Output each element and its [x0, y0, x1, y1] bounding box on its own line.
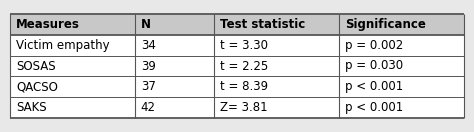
Text: SOSAS: SOSAS — [16, 60, 55, 72]
Text: p < 0.001: p < 0.001 — [345, 101, 403, 114]
Bar — [10, 97, 135, 118]
Bar — [10, 35, 135, 56]
Text: t = 2.25: t = 2.25 — [220, 60, 269, 72]
Bar — [214, 76, 339, 97]
Text: t = 3.30: t = 3.30 — [220, 39, 268, 52]
Text: p < 0.001: p < 0.001 — [345, 80, 403, 93]
Bar — [214, 56, 339, 76]
Bar — [339, 97, 464, 118]
Bar — [339, 56, 464, 76]
Bar — [10, 14, 135, 35]
Bar — [135, 14, 214, 35]
Text: SAKS: SAKS — [16, 101, 46, 114]
Text: Victim empathy: Victim empathy — [16, 39, 109, 52]
Bar — [10, 76, 135, 97]
Text: 34: 34 — [141, 39, 156, 52]
Text: 42: 42 — [141, 101, 156, 114]
Text: p = 0.030: p = 0.030 — [345, 60, 403, 72]
Text: 37: 37 — [141, 80, 156, 93]
Text: Test statistic: Test statistic — [220, 18, 306, 31]
Bar — [135, 35, 214, 56]
Text: t = 8.39: t = 8.39 — [220, 80, 268, 93]
Bar — [135, 76, 214, 97]
Bar — [339, 14, 464, 35]
Text: p = 0.002: p = 0.002 — [345, 39, 403, 52]
Bar — [10, 56, 135, 76]
Bar — [214, 35, 339, 56]
Text: Measures: Measures — [16, 18, 80, 31]
Text: Significance: Significance — [345, 18, 426, 31]
Bar — [339, 35, 464, 56]
Bar — [135, 97, 214, 118]
Text: QACSO: QACSO — [16, 80, 58, 93]
Bar — [135, 56, 214, 76]
Text: N: N — [141, 18, 151, 31]
Bar — [214, 14, 339, 35]
Text: 39: 39 — [141, 60, 156, 72]
Text: Z= 3.81: Z= 3.81 — [220, 101, 268, 114]
Bar — [339, 76, 464, 97]
Bar — [214, 97, 339, 118]
